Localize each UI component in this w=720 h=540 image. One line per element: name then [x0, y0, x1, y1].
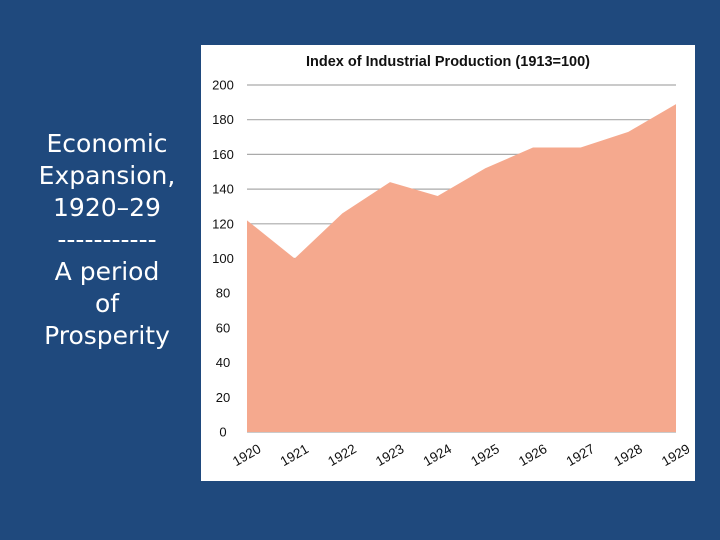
- y-tick-label: 60: [216, 320, 230, 335]
- x-tick-label: 1923: [373, 441, 407, 469]
- x-tick-label: 1925: [468, 441, 502, 469]
- caption-line-5: A period: [54, 257, 160, 286]
- caption-line-1: Economic: [46, 129, 168, 158]
- chart-panel: Index of Industrial Production (1913=100…: [201, 45, 695, 481]
- x-tick-label: 1926: [516, 441, 550, 469]
- y-tick-label: 0: [219, 425, 226, 440]
- x-tick-label: 1928: [611, 441, 645, 469]
- caption-line-6: of: [94, 289, 120, 318]
- y-tick-label: 160: [212, 147, 234, 162]
- x-tick-label: 1922: [325, 441, 359, 469]
- area-layer: [246, 104, 677, 433]
- y-tick-label: 80: [216, 286, 230, 301]
- production-area: [247, 104, 676, 433]
- caption-line-7: Prosperity: [44, 321, 170, 350]
- y-tick-label: 100: [212, 251, 234, 266]
- y-tick-label: 120: [212, 216, 234, 231]
- x-tick-label: 1924: [421, 441, 455, 469]
- x-axis: 1920 1921 1922 1923 1924 1925 1926 1927 1928 1929: [230, 441, 693, 469]
- y-tick-label: 180: [212, 112, 234, 127]
- caption-divider: -----------: [57, 225, 157, 254]
- y-tick-label: 20: [216, 390, 230, 405]
- x-tick-label: 1929: [659, 441, 693, 469]
- x-tick-label: 1927: [564, 441, 598, 469]
- x-tick-label: 1920: [230, 441, 264, 469]
- y-axis: 0 20 40 60 80 100 120 140 160 180 200: [212, 78, 234, 440]
- industrial-production-chart: Index of Industrial Production (1913=100…: [212, 54, 693, 469]
- caption-line-2: Expansion,: [38, 161, 176, 190]
- x-tick-label: 1921: [278, 441, 312, 469]
- y-tick-label: 40: [216, 355, 230, 370]
- y-tick-label: 140: [212, 182, 234, 197]
- y-tick-label: 200: [212, 78, 234, 93]
- slide-caption: Economic Expansion, 1920–29 ----------- …: [28, 128, 186, 352]
- caption-line-3: 1920–29: [53, 193, 161, 222]
- chart-title: Index of Industrial Production (1913=100…: [306, 54, 590, 70]
